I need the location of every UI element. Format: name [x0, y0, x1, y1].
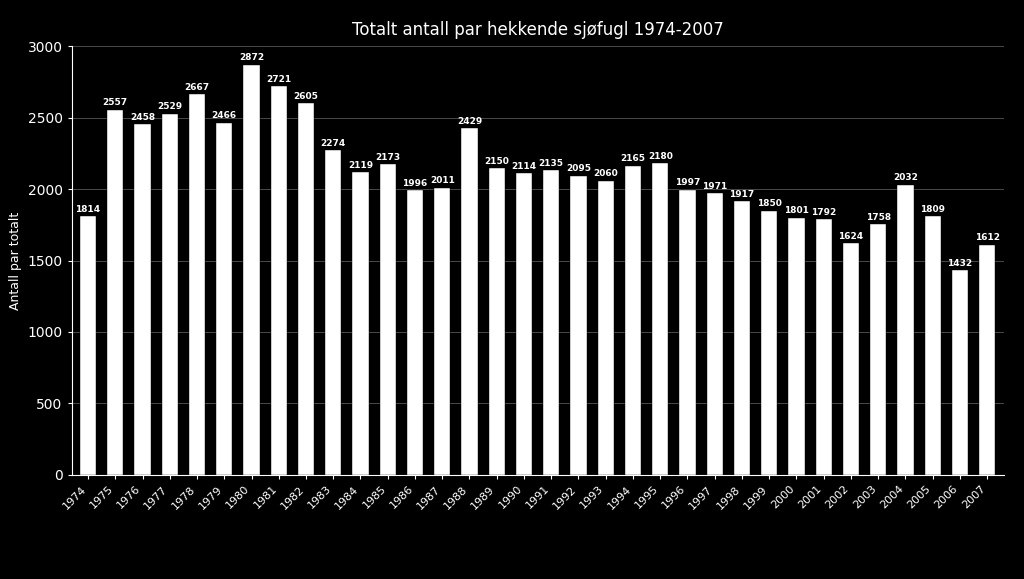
- Bar: [516, 173, 532, 475]
- Title: Totalt antall par hekkende sjøfugl 1974-2007: Totalt antall par hekkende sjøfugl 1974-…: [351, 21, 724, 39]
- Bar: [843, 243, 859, 475]
- Bar: [951, 270, 968, 475]
- Text: 2529: 2529: [158, 102, 182, 111]
- Bar: [870, 223, 887, 475]
- Text: 1612: 1612: [975, 233, 999, 243]
- Bar: [188, 94, 205, 475]
- Bar: [216, 123, 232, 475]
- Text: 1814: 1814: [76, 204, 100, 214]
- Bar: [979, 244, 995, 475]
- Text: 2135: 2135: [539, 159, 564, 168]
- Text: 1850: 1850: [757, 199, 781, 208]
- Text: 2119: 2119: [348, 161, 373, 170]
- Text: 1971: 1971: [702, 182, 727, 191]
- Text: 1801: 1801: [784, 207, 809, 215]
- Bar: [380, 164, 396, 475]
- Bar: [352, 172, 369, 475]
- Text: 2173: 2173: [375, 153, 400, 162]
- Bar: [788, 218, 805, 475]
- Bar: [434, 188, 451, 475]
- Text: 2150: 2150: [484, 156, 509, 166]
- Bar: [270, 86, 287, 475]
- Text: 2429: 2429: [457, 117, 482, 126]
- Text: 2557: 2557: [102, 98, 128, 108]
- Bar: [761, 211, 777, 475]
- Bar: [244, 65, 260, 475]
- Text: 1758: 1758: [865, 212, 891, 222]
- Text: 1996: 1996: [402, 178, 428, 188]
- Bar: [679, 189, 695, 475]
- Bar: [625, 166, 641, 475]
- Bar: [134, 124, 151, 475]
- Text: 2667: 2667: [184, 83, 210, 91]
- Text: 2721: 2721: [266, 75, 291, 84]
- Text: 2114: 2114: [511, 162, 537, 171]
- Text: 1432: 1432: [947, 259, 973, 268]
- Bar: [108, 109, 124, 475]
- Bar: [543, 170, 559, 475]
- Text: 2605: 2605: [294, 91, 318, 101]
- Text: 1809: 1809: [921, 206, 945, 214]
- Text: 1997: 1997: [675, 178, 700, 188]
- Text: 2011: 2011: [430, 177, 455, 185]
- Text: 2032: 2032: [893, 174, 918, 182]
- Text: 2060: 2060: [593, 170, 618, 178]
- Text: 2165: 2165: [621, 155, 645, 163]
- Bar: [461, 128, 477, 475]
- Y-axis label: Antall par totalt: Antall par totalt: [9, 211, 22, 310]
- Bar: [298, 102, 314, 475]
- Bar: [925, 217, 941, 475]
- Bar: [897, 185, 913, 475]
- Text: 2872: 2872: [239, 53, 264, 63]
- Text: 2458: 2458: [130, 112, 155, 122]
- Text: 1917: 1917: [729, 190, 755, 199]
- Bar: [407, 190, 423, 475]
- Text: 2095: 2095: [566, 164, 591, 174]
- Text: 2274: 2274: [321, 139, 346, 148]
- Bar: [80, 216, 96, 475]
- Bar: [325, 150, 341, 475]
- Bar: [162, 113, 178, 475]
- Bar: [488, 168, 505, 475]
- Bar: [815, 219, 831, 475]
- Text: 1624: 1624: [839, 232, 863, 241]
- Bar: [570, 175, 587, 475]
- Bar: [598, 181, 614, 475]
- Bar: [707, 193, 723, 475]
- Text: 1792: 1792: [811, 208, 837, 217]
- Bar: [652, 163, 669, 475]
- Text: 2466: 2466: [212, 111, 237, 120]
- Text: 2180: 2180: [648, 152, 673, 162]
- Bar: [734, 201, 751, 475]
